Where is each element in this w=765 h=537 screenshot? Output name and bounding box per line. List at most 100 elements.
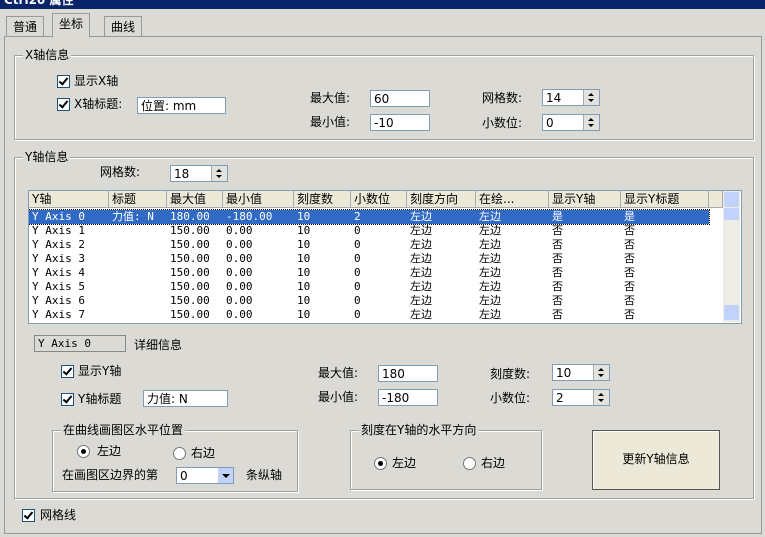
table-cell: 是 bbox=[624, 210, 635, 223]
table-cell: 左边 bbox=[410, 210, 432, 223]
spin-button[interactable] bbox=[211, 166, 227, 181]
checkbox[interactable] bbox=[22, 509, 35, 522]
spin-input[interactable]: 0 bbox=[542, 114, 600, 131]
column-header: 小数位 bbox=[351, 191, 407, 208]
tab-active[interactable]: 坐标 bbox=[52, 13, 91, 38]
table-cell: 10 bbox=[297, 224, 311, 237]
label: 最大值: bbox=[318, 366, 359, 380]
value: 0 bbox=[180, 469, 188, 483]
table-cell: 否 bbox=[552, 238, 563, 251]
text-input[interactable]: 位置: mm bbox=[137, 97, 226, 114]
table-cell: 否 bbox=[624, 280, 635, 293]
column-header: 在绘... bbox=[476, 191, 549, 208]
value: 0 bbox=[546, 116, 554, 130]
table-cell: 左边 bbox=[479, 294, 501, 307]
table-cell: 力值: N bbox=[112, 210, 154, 223]
tab[interactable]: 普通 bbox=[6, 16, 45, 37]
table-cell: 150.00 bbox=[170, 280, 210, 293]
label: 详细信息 bbox=[134, 338, 183, 352]
text-input[interactable]: 60 bbox=[370, 90, 430, 107]
scrollbar[interactable] bbox=[723, 191, 740, 322]
table-cell: 左边 bbox=[479, 224, 501, 237]
table-cell: 左边 bbox=[410, 252, 432, 265]
table-cell: 0.00 bbox=[226, 280, 253, 293]
checkbox[interactable] bbox=[61, 365, 74, 378]
axis-name-field: Y Axis 0 bbox=[34, 335, 126, 352]
table-cell: 左边 bbox=[479, 308, 501, 321]
table-cell: Y Axis 7 bbox=[32, 308, 85, 321]
label: 显示Y轴 bbox=[78, 364, 122, 378]
text-input[interactable]: 力值: N bbox=[143, 390, 228, 407]
tab-panel bbox=[4, 36, 762, 534]
label: 在画图区边界的第 bbox=[62, 468, 159, 482]
label: 小数位: bbox=[490, 391, 531, 405]
scroll-down[interactable] bbox=[724, 305, 739, 320]
spin-input[interactable]: 14 bbox=[542, 89, 600, 106]
radio[interactable] bbox=[77, 445, 90, 458]
checkbox[interactable] bbox=[57, 98, 70, 111]
spin-button[interactable] bbox=[593, 365, 609, 380]
table-cell: 左边 bbox=[410, 280, 432, 293]
table-cell: 0 bbox=[354, 308, 361, 321]
table-cell: 左边 bbox=[410, 266, 432, 279]
x-group: X轴信息 bbox=[14, 47, 754, 140]
column-header: 刻度方向 bbox=[407, 191, 476, 208]
value: 14 bbox=[546, 91, 562, 105]
spin-input[interactable]: 2 bbox=[552, 389, 610, 406]
value: 2 bbox=[556, 391, 564, 405]
table-cell: 否 bbox=[624, 224, 635, 237]
label: 最大值: bbox=[310, 91, 351, 105]
axis-table: Y轴 标题 最大值 最小值 刻度数 小数位 刻度方向 在绘... 显示Y轴 显示Y标题 Y Axis… bbox=[28, 190, 742, 324]
radio[interactable] bbox=[463, 457, 476, 470]
table-cell: Y Axis 2 bbox=[32, 238, 85, 251]
radio[interactable] bbox=[173, 447, 186, 460]
text-input[interactable]: 180 bbox=[378, 365, 438, 382]
table-cell: 0 bbox=[354, 252, 361, 265]
table-cell: Y Axis 6 bbox=[32, 294, 85, 307]
y-group: Y轴信息 bbox=[14, 149, 754, 499]
text-input[interactable]: -180 bbox=[378, 389, 438, 406]
checkbox[interactable] bbox=[61, 393, 74, 406]
text-input[interactable]: -10 bbox=[370, 114, 430, 131]
table-cell: Y Axis 0 bbox=[32, 210, 85, 223]
table-cell: 10 bbox=[297, 210, 311, 223]
radio[interactable] bbox=[374, 457, 387, 470]
table-cell: 否 bbox=[552, 252, 563, 265]
label: 左边 bbox=[392, 456, 417, 470]
table-cell: 150.00 bbox=[170, 224, 210, 237]
spin-input[interactable]: 18 bbox=[170, 165, 228, 182]
scroll-thumb[interactable] bbox=[724, 208, 739, 220]
table-cell: 左边 bbox=[479, 266, 501, 279]
table-cell: 180.00 bbox=[170, 210, 210, 223]
label: 右边 bbox=[191, 446, 216, 460]
checkbox[interactable] bbox=[57, 75, 70, 88]
table-cell: Y Axis 3 bbox=[32, 252, 85, 265]
combo-box[interactable]: 0 bbox=[176, 467, 234, 484]
column-header: 标题 bbox=[109, 191, 167, 208]
header-filler bbox=[709, 191, 723, 208]
spin-button[interactable] bbox=[593, 390, 609, 405]
update-button[interactable]: 更新Y轴信息 bbox=[592, 430, 720, 490]
title-bar: Ctrl20 属性 bbox=[0, 0, 765, 9]
label: 左边 bbox=[97, 444, 122, 458]
combo-arrow[interactable] bbox=[218, 468, 233, 483]
table-cell: 左边 bbox=[410, 224, 432, 237]
table-cell: 0.00 bbox=[226, 238, 253, 251]
table-cell: -180.00 bbox=[226, 210, 273, 223]
scroll-up[interactable] bbox=[724, 192, 739, 207]
label: 小数位: bbox=[482, 116, 523, 130]
table-cell: 左边 bbox=[479, 238, 501, 251]
table-cell: 否 bbox=[624, 238, 635, 251]
label: 网格数: bbox=[100, 165, 141, 179]
table-cell: Y Axis 1 bbox=[32, 224, 85, 237]
table-cell: 0 bbox=[354, 238, 361, 251]
table-cell: 0.00 bbox=[226, 224, 253, 237]
spin-button[interactable] bbox=[583, 90, 599, 105]
spin-button[interactable] bbox=[583, 115, 599, 130]
table-cell: 左边 bbox=[479, 280, 501, 293]
group-title: Y轴信息 bbox=[23, 149, 71, 165]
spin-input[interactable]: 10 bbox=[552, 364, 610, 381]
tab[interactable]: 曲线 bbox=[104, 16, 143, 37]
table-cell: 左边 bbox=[479, 210, 501, 223]
